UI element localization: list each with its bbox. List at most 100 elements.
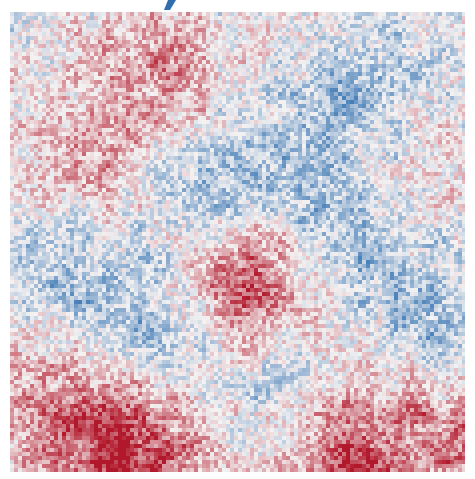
noise-cell — [158, 144, 162, 148]
noise-cell — [178, 108, 182, 112]
noise-cell — [258, 128, 262, 132]
noise-cell — [290, 88, 294, 92]
noise-cell — [318, 140, 322, 144]
noise-cell — [206, 96, 210, 100]
noise-cell — [174, 184, 178, 188]
noise-cell — [402, 172, 406, 176]
noise-cell — [174, 36, 178, 40]
noise-cell — [386, 72, 390, 76]
noise-cell — [426, 180, 430, 184]
noise-cell — [90, 60, 94, 64]
noise-cell — [50, 176, 54, 180]
noise-cell — [86, 156, 90, 160]
noise-cell — [126, 140, 130, 144]
noise-cell — [102, 92, 106, 96]
noise-cell — [270, 124, 274, 128]
noise-cell — [394, 148, 398, 152]
noise-cell — [230, 120, 234, 124]
noise-cell — [446, 68, 450, 72]
noise-cell — [402, 56, 406, 60]
noise-cell — [302, 176, 306, 180]
noise-cell — [342, 28, 346, 32]
noise-cell — [358, 184, 362, 188]
noise-cell — [110, 176, 114, 180]
noise-cell — [78, 132, 82, 136]
noise-cell — [418, 164, 422, 168]
noise-cell — [398, 56, 402, 60]
noise-cell — [114, 28, 118, 32]
noise-cell — [246, 36, 250, 40]
noise-cell — [286, 48, 290, 52]
noise-cell — [306, 128, 310, 132]
noise-cell — [162, 20, 166, 24]
noise-cell — [34, 132, 38, 136]
noise-cell — [170, 120, 174, 124]
noise-cell — [46, 168, 50, 172]
noise-cell — [146, 48, 150, 52]
noise-cell — [106, 40, 110, 44]
noise-cell — [442, 168, 446, 172]
noise-cell — [154, 44, 158, 48]
noise-cell — [278, 32, 282, 36]
noise-cell — [230, 104, 234, 108]
noise-cell — [370, 84, 374, 88]
noise-cell — [454, 120, 458, 124]
noise-cell — [202, 104, 206, 108]
noise-cell — [134, 120, 138, 124]
noise-cell — [26, 44, 30, 48]
noise-cell — [434, 108, 438, 112]
noise-cell — [114, 132, 118, 136]
noise-cell — [98, 156, 102, 160]
noise-cell — [210, 136, 214, 140]
noise-cell — [102, 100, 106, 104]
noise-cell — [414, 176, 418, 180]
noise-cell — [30, 28, 34, 32]
noise-cell — [238, 164, 242, 168]
noise-cell — [18, 52, 22, 56]
noise-cell — [138, 144, 142, 148]
noise-cell — [34, 152, 38, 156]
noise-cell — [378, 136, 382, 140]
noise-cell — [166, 60, 170, 64]
noise-cell — [134, 64, 138, 68]
noise-cell — [114, 172, 118, 176]
noise-cell — [206, 128, 210, 132]
noise-cell — [450, 112, 454, 116]
noise-cell — [178, 132, 182, 136]
noise-cell — [262, 168, 266, 172]
noise-cell — [126, 12, 130, 16]
noise-cell — [302, 32, 306, 36]
noise-cell — [74, 44, 78, 48]
noise-cell — [406, 76, 410, 80]
noise-cell — [18, 12, 22, 16]
noise-cell — [126, 84, 130, 88]
noise-cell — [54, 128, 58, 132]
noise-cell — [266, 72, 270, 76]
noise-cell — [254, 36, 258, 40]
noise-cell — [78, 76, 82, 80]
noise-cell — [98, 84, 102, 88]
noise-cell — [414, 96, 418, 100]
noise-cell — [146, 64, 150, 68]
noise-cell — [330, 60, 334, 64]
noise-cell — [202, 112, 206, 116]
noise-cell — [430, 108, 434, 112]
noise-cell — [314, 108, 318, 112]
noise-cell — [406, 180, 410, 184]
noise-cell — [102, 140, 106, 144]
noise-cell — [330, 32, 334, 36]
noise-cell — [146, 164, 150, 168]
noise-cell — [102, 176, 106, 180]
noise-cell — [62, 44, 66, 48]
noise-cell — [82, 24, 86, 28]
noise-cell — [206, 32, 210, 36]
noise-cell — [450, 76, 454, 80]
noise-cell — [262, 176, 266, 180]
noise-cell — [298, 28, 302, 32]
noise-cell — [254, 152, 258, 156]
noise-cell — [170, 104, 174, 108]
noise-cell — [422, 96, 426, 100]
noise-cell — [14, 120, 18, 124]
noise-cell — [10, 160, 14, 164]
noise-cell — [398, 20, 402, 24]
